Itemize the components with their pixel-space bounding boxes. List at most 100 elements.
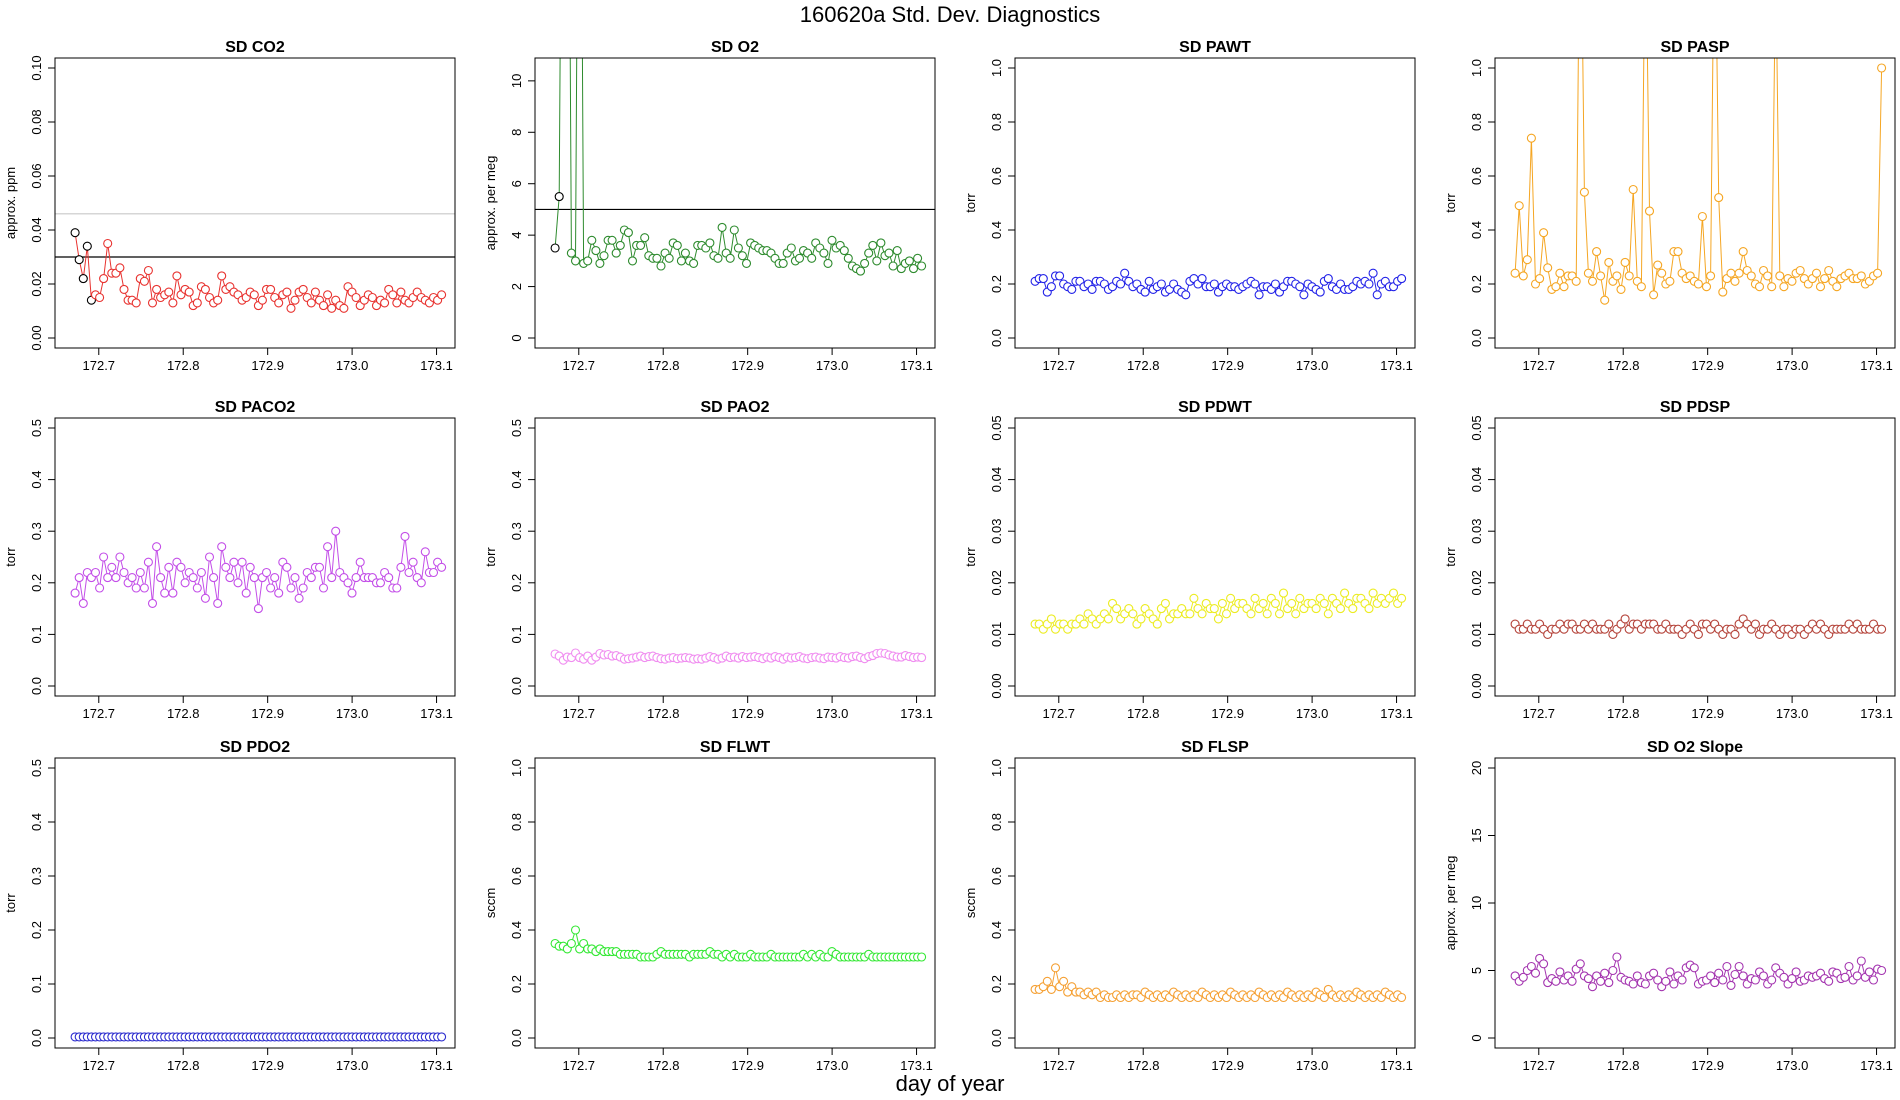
data-point [1787, 974, 1797, 984]
data-point [1555, 967, 1565, 977]
y-axis-label: torr [3, 547, 18, 567]
panel-title: SD CO2 [225, 39, 285, 56]
data-point [1701, 282, 1712, 292]
data-point [595, 258, 605, 268]
data-point [323, 290, 333, 300]
data-point [917, 261, 927, 271]
data-point [1250, 593, 1260, 603]
data-point [1616, 284, 1626, 294]
data-point [298, 284, 308, 294]
data-point [1567, 976, 1577, 986]
data-point [1299, 290, 1309, 300]
data-point [689, 258, 699, 268]
data-point [913, 253, 923, 263]
data-point [119, 567, 129, 578]
data-point [1295, 593, 1305, 603]
y-axis-label: torr [963, 547, 978, 567]
data-point [1535, 274, 1545, 284]
panel-sd-pawt: SD PAWT torr 172.7 172.8 172.9 173.0 173.1 0.0 0… [963, 39, 1416, 373]
plot-frame [1494, 57, 1896, 349]
data-point [1877, 965, 1887, 976]
data-point [1779, 282, 1789, 292]
data-point [1820, 274, 1830, 284]
data-point [95, 583, 105, 593]
data-point [1140, 287, 1150, 297]
data-point [347, 588, 357, 598]
data-point [1397, 593, 1407, 603]
data-point [823, 258, 833, 268]
data-point [221, 562, 231, 572]
y-tick-label: 5 [1469, 967, 1484, 974]
data-point [1262, 609, 1272, 619]
y-tick-label: 0.0 [989, 329, 1004, 347]
data-point [388, 290, 398, 300]
panel-sd-o2-slope: SD O2 Slope approx. per meg 172.7 172.8 172.… [1443, 739, 1896, 1073]
data-point [1653, 260, 1663, 270]
y-tick-label: 0.0 [989, 1029, 1004, 1047]
data-point [233, 578, 243, 588]
data-point [1160, 598, 1170, 608]
data-point [1718, 975, 1728, 985]
data-point [1628, 979, 1638, 989]
data-point [1274, 609, 1285, 619]
data-point [733, 243, 743, 253]
x-tick-label: 172.8 [167, 1058, 200, 1073]
data-point [1287, 598, 1297, 608]
data-point [1136, 614, 1146, 624]
x-tick-label: 172.7 [83, 358, 116, 373]
data-point [1710, 978, 1720, 988]
plot-area [1030, 963, 1407, 1003]
data-point [1038, 274, 1048, 284]
x-tick-label: 172.9 [251, 706, 284, 721]
data-point [1600, 968, 1610, 978]
data-point [843, 253, 853, 263]
plot-frame [54, 757, 456, 1049]
data-point [156, 573, 166, 583]
data-point [1824, 265, 1834, 276]
data-point [550, 243, 560, 253]
data-point [78, 274, 88, 284]
x-tick-label: 172.7 [1043, 1058, 1076, 1073]
x-tick-label: 173.1 [420, 706, 453, 721]
data-point [640, 233, 650, 243]
data-point [115, 263, 125, 273]
data-point [1397, 992, 1407, 1003]
data-point [737, 251, 747, 261]
data-point [1665, 276, 1675, 286]
data-point [717, 222, 727, 232]
plot-area [1030, 588, 1407, 634]
y-tick-label: 0 [1469, 1034, 1484, 1041]
data-point [245, 562, 255, 572]
data-point [1518, 972, 1528, 982]
x-tick-label: 172.9 [1211, 358, 1244, 373]
panel-sd-pdwt: SD PDWT torr 172.7 172.8 172.9 173.0 173.1 0.00… [963, 399, 1416, 721]
y-tick-label: 0.02 [29, 271, 44, 296]
data-point [135, 567, 145, 578]
x-tick-label: 172.8 [1607, 1058, 1640, 1073]
data-point [314, 562, 325, 572]
data-point [95, 292, 105, 303]
y-tick-label: 0.06 [29, 163, 44, 188]
data-point [1364, 279, 1374, 289]
data-point [1856, 271, 1866, 281]
panel-sd-pdo2: SD PDO2 torr 172.7 172.8 172.9 173.0 173.1 0.0 0… [3, 739, 456, 1073]
data-point [1319, 992, 1329, 1003]
data-point [437, 562, 447, 572]
data-point [611, 248, 621, 258]
data-point [143, 557, 153, 567]
x-tick-label: 173.1 [1860, 706, 1893, 721]
data-point [1551, 282, 1561, 292]
x-tick-label: 172.9 [251, 1058, 284, 1073]
y-tick-label: 0.1 [29, 625, 44, 643]
plot-area [1510, 614, 1887, 639]
y-axis-label: torr [1443, 193, 1458, 213]
x-tick-label: 173.0 [1296, 358, 1329, 373]
data-point [1758, 971, 1769, 981]
data-point [672, 240, 682, 250]
data-point [1730, 276, 1740, 286]
data-point [119, 284, 129, 294]
x-tick-label: 172.8 [167, 358, 200, 373]
data-point [367, 292, 377, 303]
y-tick-label: 0.8 [1469, 113, 1484, 131]
y-tick-label: 0.3 [509, 522, 524, 540]
